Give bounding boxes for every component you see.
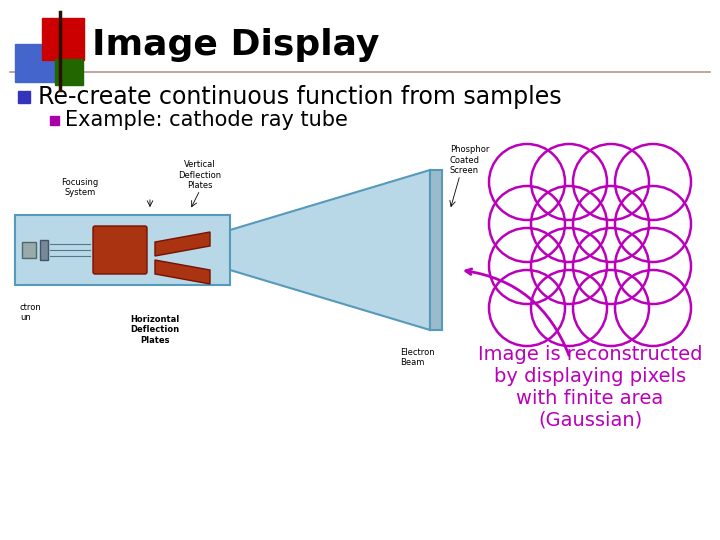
- Text: Focusing
System: Focusing System: [61, 178, 99, 197]
- Text: Image Display: Image Display: [92, 28, 379, 62]
- Bar: [15, 44, 57, 82]
- Text: Phosphor
Coated
Screen: Phosphor Coated Screen: [450, 145, 490, 175]
- Text: Image is reconstructed
by displaying pixels
with finite area
(Gaussian): Image is reconstructed by displaying pix…: [478, 345, 702, 430]
- Bar: [50, 116, 59, 125]
- Bar: [55, 59, 83, 85]
- Text: Horizontal
Deflection
Plates: Horizontal Deflection Plates: [130, 315, 179, 345]
- Text: Vertical
Deflection
Plates: Vertical Deflection Plates: [179, 160, 222, 190]
- Polygon shape: [230, 170, 430, 330]
- Polygon shape: [155, 260, 210, 284]
- Bar: [18, 91, 30, 103]
- Bar: [42, 18, 84, 60]
- Polygon shape: [155, 232, 210, 256]
- Text: Re-create continuous function from samples: Re-create continuous function from sampl…: [38, 85, 562, 109]
- Bar: [430, 170, 442, 330]
- Text: Electron
Beam: Electron Beam: [400, 348, 435, 367]
- Text: ctron
un: ctron un: [20, 303, 42, 322]
- FancyBboxPatch shape: [93, 226, 147, 274]
- Bar: [22, 242, 36, 258]
- Bar: [40, 240, 48, 260]
- FancyBboxPatch shape: [15, 215, 230, 285]
- Text: Example: cathode ray tube: Example: cathode ray tube: [65, 110, 348, 130]
